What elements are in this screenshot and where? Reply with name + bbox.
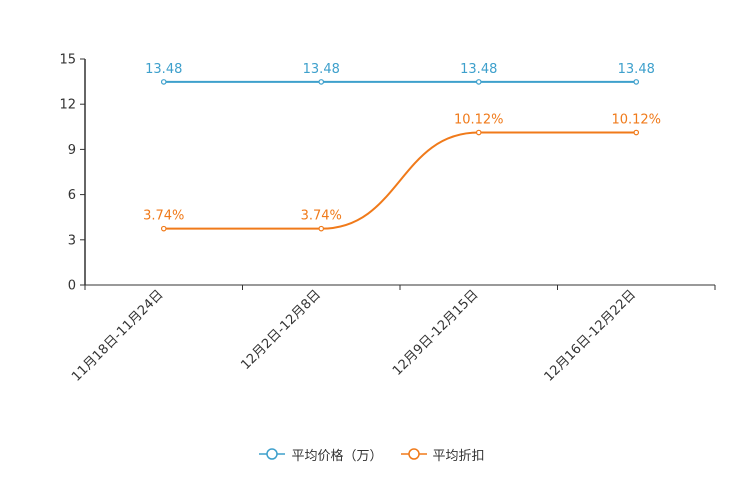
series-line (163, 131, 637, 230)
y-tick-label: 6 (68, 188, 76, 203)
series-group (160, 79, 640, 232)
y-tick-label: 9 (68, 143, 76, 158)
series-2 (160, 129, 640, 232)
data-point (318, 79, 325, 85)
legend-symbol-avg-discount (400, 448, 427, 460)
x-tick-label: 12月9日-12月15日 (390, 287, 482, 379)
data-label: 10.12% (454, 113, 504, 128)
y-tick-label: 0 (68, 279, 76, 294)
legend-label-avg-price: 平均价格（万） (291, 448, 383, 464)
data-point (160, 79, 167, 85)
legend-item-avg-discount[interactable]: 平均折扣 (400, 445, 485, 464)
data-label: 13.48 (303, 62, 340, 77)
series-1 (160, 79, 640, 85)
y-tick-label: 3 (68, 233, 76, 248)
x-tick-label: 12月16日-12月22日 (542, 287, 639, 384)
y-tick-label: 12 (59, 98, 76, 113)
data-label: 13.48 (145, 62, 182, 77)
data-label: 3.74% (301, 209, 342, 224)
data-labels: 13.48 13.48 13.48 13.48 3.74% 3.74% 10.12% 10.1… (143, 62, 661, 224)
data-point (633, 129, 640, 136)
data-label: 13.48 (618, 62, 655, 77)
data-label: 10.12% (611, 113, 661, 128)
data-label: 13.48 (460, 62, 497, 77)
legend-item-avg-price[interactable]: 平均价格（万） (259, 445, 383, 464)
legend: 平均价格（万） 平均折扣 (0, 444, 744, 464)
x-tick-label: 12月2日-12月8日 (238, 287, 324, 373)
legend-symbol-avg-price (259, 448, 286, 460)
data-point (475, 79, 482, 85)
data-point (318, 225, 325, 232)
data-point (633, 79, 640, 85)
legend-label-avg-discount: 平均折扣 (432, 448, 485, 464)
data-point (160, 225, 167, 232)
data-point (475, 129, 482, 136)
x-tick-label: 11月18日-11月24日 (69, 287, 166, 384)
y-tick-label: 15 (59, 53, 76, 68)
data-label: 3.74% (143, 209, 184, 224)
